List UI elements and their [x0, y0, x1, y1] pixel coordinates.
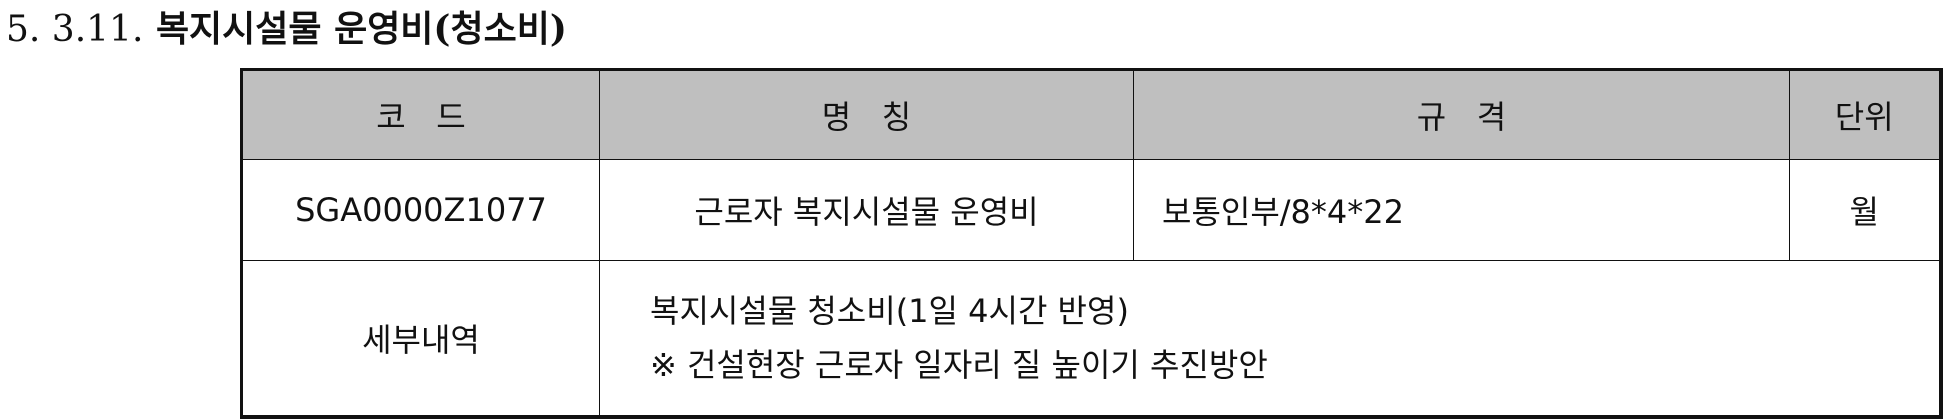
detail-content: 복지시설물 청소비(1일 4시간 반영) ※ 건설현장 근로자 일자리 질 높이…	[599, 260, 1941, 418]
table-header-row: 코 드 명 칭 규 격 단위	[241, 69, 1941, 160]
section-heading: 5. 3.11. 복지시설물 운영비(청소비)	[6, 0, 567, 58]
cell-spec: 보통인부/8*4*22	[1133, 159, 1790, 261]
cell-unit: 월	[1789, 159, 1941, 261]
header-code: 코 드	[241, 69, 600, 160]
detail-line-1: 복지시설물 청소비(1일 4시간 반영)	[650, 292, 1129, 330]
header-spec: 규 격	[1133, 69, 1790, 160]
header-unit: 단위	[1789, 69, 1941, 160]
spec-table: 코 드 명 칭 규 격 단위 SGA0000Z1077 근로자 복지시설물 운영…	[240, 68, 1943, 419]
section-number: 5. 3.11.	[6, 9, 144, 50]
cell-code: SGA0000Z1077	[241, 159, 600, 261]
detail-row: 세부내역 복지시설물 청소비(1일 4시간 반영) ※ 건설현장 근로자 일자리…	[241, 260, 1941, 418]
detail-label: 세부내역	[241, 260, 600, 418]
table-row: SGA0000Z1077 근로자 복지시설물 운영비 보통인부/8*4*22 월	[241, 159, 1941, 261]
cell-name: 근로자 복지시설물 운영비	[599, 159, 1134, 261]
detail-line-2: ※ 건설현장 근로자 일자리 질 높이기 추진방안	[650, 346, 1268, 384]
header-name: 명 칭	[599, 69, 1134, 160]
section-title: 복지시설물 운영비(청소비)	[155, 8, 567, 50]
